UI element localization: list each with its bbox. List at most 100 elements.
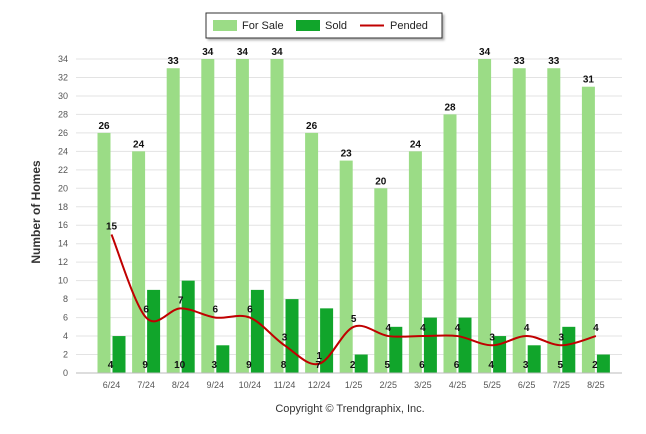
pended-label: 6 [143, 305, 149, 316]
bar-for-sale [478, 59, 492, 373]
y-tick-label: 34 [58, 54, 68, 64]
y-tick-label: 24 [58, 146, 68, 156]
bar-label-for-sale: 33 [168, 56, 180, 67]
bar-label-sold: 6 [454, 360, 460, 371]
bar-label-for-sale: 34 [271, 47, 283, 58]
bar-label-sold: 8 [281, 360, 287, 371]
bar-sold [216, 345, 230, 373]
y-axis-title: Number of Homes [29, 160, 43, 264]
bar-label-sold: 4 [108, 360, 114, 371]
bar-label-sold: 2 [592, 360, 598, 371]
bar-sold [458, 317, 472, 373]
bar-sold [285, 299, 299, 373]
pended-label: 7 [178, 295, 184, 306]
bar-for-sale [235, 59, 249, 373]
legend-swatch-for-sale [213, 20, 237, 31]
y-tick-label: 2 [63, 350, 68, 360]
bar-label-sold: 10 [174, 360, 186, 371]
y-tick-label: 0 [63, 368, 68, 378]
bar-sold [596, 354, 610, 373]
pended-label: 1 [316, 351, 322, 362]
bar-label-sold: 4 [488, 360, 494, 371]
y-tick-label: 30 [58, 91, 68, 101]
bar-label-sold: 9 [246, 360, 252, 371]
bar-sold [562, 326, 576, 373]
legend-label-sold: Sold [325, 20, 347, 32]
y-tick-label: 4 [63, 331, 68, 341]
x-tick-label: 2/25 [380, 380, 398, 390]
pended-label: 4 [420, 323, 426, 334]
bar-for-sale [339, 160, 353, 373]
bar-label-for-sale: 33 [514, 56, 526, 67]
bar-label-sold: 3 [523, 360, 529, 371]
pended-label: 4 [386, 323, 392, 334]
x-tick-label: 8/24 [172, 380, 190, 390]
y-tick-label: 14 [58, 239, 68, 249]
x-tick-label: 6/24 [103, 380, 121, 390]
bar-for-sale [581, 86, 595, 374]
bar-label-for-sale: 26 [306, 121, 318, 132]
bars [97, 59, 610, 374]
bar-sold [423, 317, 437, 373]
bar-sold [250, 289, 264, 373]
bar-label-for-sale: 28 [444, 102, 456, 113]
x-tick-label: 1/25 [345, 380, 363, 390]
y-tick-label: 32 [58, 72, 68, 82]
pended-line [110, 234, 597, 366]
x-tick-label: 9/24 [207, 380, 225, 390]
bar-sold [389, 326, 403, 373]
x-tick-label: 10/24 [239, 380, 262, 390]
pended-label: 6 [247, 305, 253, 316]
bar-label-sold: 7 [315, 360, 321, 371]
bar-label-for-sale: 20 [375, 176, 387, 187]
bar-for-sale [374, 188, 388, 373]
pended-label: 3 [559, 332, 565, 343]
y-tick-label: 8 [63, 294, 68, 304]
bar-for-sale [166, 68, 180, 373]
bar-label-sold: 3 [212, 360, 218, 371]
y-tick-label: 12 [58, 257, 68, 267]
bar-sold [527, 345, 541, 373]
bar-for-sale [132, 151, 146, 373]
bar-for-sale [305, 132, 319, 373]
bar-label-for-sale: 31 [583, 75, 595, 86]
bar-label-for-sale: 33 [548, 56, 560, 67]
bar-label-sold: 2 [350, 360, 356, 371]
pended-label: 6 [213, 305, 219, 316]
bar-label-for-sale: 24 [410, 139, 422, 150]
bar-sold [112, 336, 126, 373]
x-tick-label: 12/24 [308, 380, 331, 390]
pended-label: 3 [282, 332, 288, 343]
bar-sold [181, 280, 195, 373]
x-tick-label: 6/25 [518, 380, 536, 390]
pended-label: 4 [524, 323, 530, 334]
bar-label-for-sale: 34 [237, 47, 249, 58]
legend-swatch-sold [296, 20, 320, 31]
legend-label-pended: Pended [390, 20, 428, 32]
x-tick-label: 7/24 [137, 380, 155, 390]
bar-for-sale [512, 68, 526, 373]
x-tick-label: 5/25 [483, 380, 501, 390]
bar-sold [147, 289, 161, 373]
pended-label: 3 [489, 332, 495, 343]
bar-label-for-sale: 34 [202, 47, 214, 58]
x-tick-label: 3/25 [414, 380, 432, 390]
pended-line-path [110, 234, 597, 366]
bar-label-for-sale: 24 [133, 139, 145, 150]
bar-for-sale [408, 151, 422, 373]
bar-sold [354, 354, 368, 373]
bar-label-sold: 6 [419, 360, 425, 371]
bar-for-sale [201, 59, 215, 373]
bar-for-sale [97, 132, 111, 373]
bar-label-sold: 5 [558, 360, 564, 371]
bar-label-for-sale: 23 [341, 149, 353, 160]
bar-label-for-sale: 26 [98, 121, 110, 132]
bar-label-for-sale: 34 [479, 47, 491, 58]
y-tick-label: 6 [63, 313, 68, 323]
bar-label-sold: 5 [385, 360, 391, 371]
y-tick-label: 20 [58, 183, 68, 193]
